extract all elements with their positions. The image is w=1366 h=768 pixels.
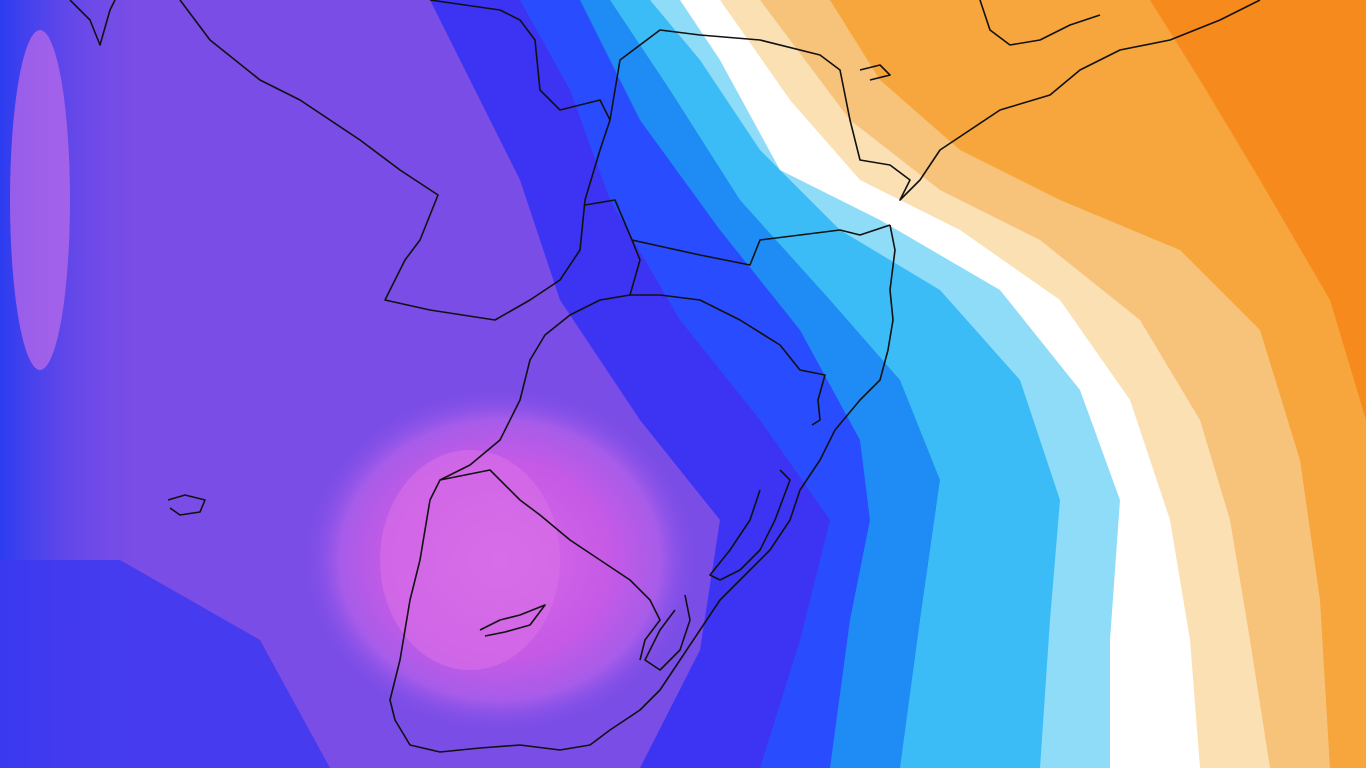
field-pink-core (380, 450, 560, 670)
border-sao-paulo-coast (609, 0, 1261, 201)
border-paraguay (179, 0, 611, 321)
border-minas (979, 0, 1101, 46)
lake (167, 494, 206, 516)
lagoon-patos (709, 469, 791, 581)
border-uruguay (439, 469, 661, 661)
reservoir-north (859, 64, 891, 81)
border-parana (631, 224, 891, 266)
border-santa-catarina (584, 199, 826, 426)
reservoir (479, 604, 546, 637)
lagoon-mirim (644, 594, 691, 671)
field-blue-bottom-left (0, 560, 330, 768)
border-rio-grande-do-sul-coast (389, 224, 896, 753)
field-pink-strip (10, 30, 70, 370)
field-deep-orange (1150, 0, 1366, 420)
border-north-west (69, 0, 116, 46)
field-orange (830, 0, 1366, 768)
